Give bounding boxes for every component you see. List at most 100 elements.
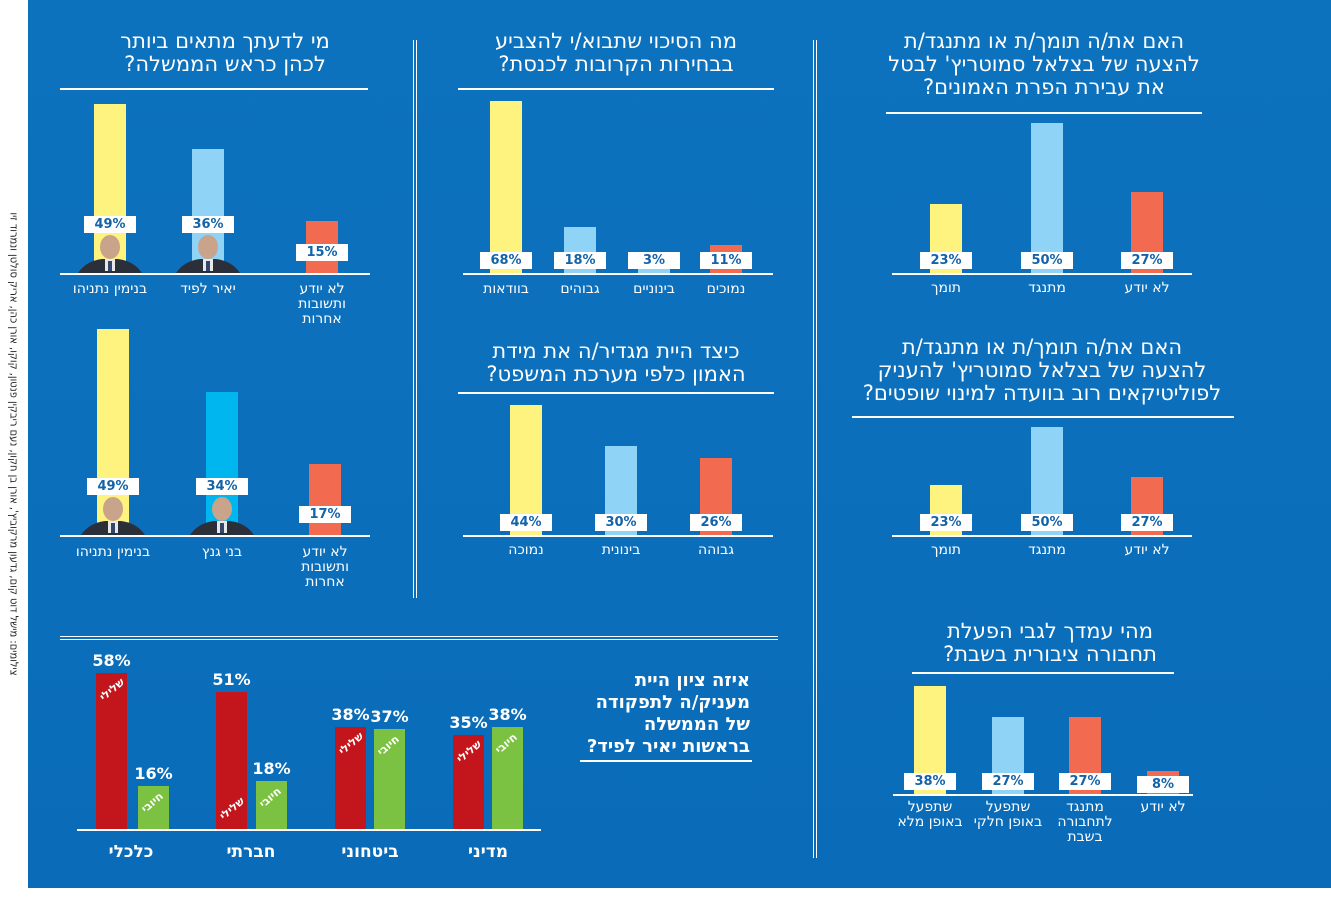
bar [490,101,522,273]
photo-credit-text: צילומים: מישל דוט קום, גדעון מרקוביץ', א… [7,212,21,676]
axis-baseline [60,273,370,275]
column-divider [813,40,817,858]
value-label: 16% [134,763,173,783]
chart-title: מי לדעתך מתאים ביותר לכהן כראש הממשלה? [120,29,330,76]
category-label: נמוכים [706,281,746,297]
category-label: שתפעל באופן חלקי [973,799,1043,830]
category-label: מתנגד לתחבורה בשבת [1057,799,1113,845]
category-label: בינונית [601,542,641,558]
value-label: 23% [920,514,972,531]
bar-negative [335,726,366,829]
axis-baseline [892,273,1192,275]
value-label: 49% [84,216,136,233]
title-underline [912,672,1174,674]
bar [638,265,670,273]
category-label: לא יודע ותשובות אחרות [301,544,349,590]
column-divider [413,40,417,598]
value-label: 38% [904,773,956,790]
value-label: 58% [92,651,131,670]
value-label: 36% [182,216,234,233]
title-underline [886,112,1202,114]
value-label: 44% [500,514,552,531]
category-label: חברתי [226,842,276,862]
bar [309,463,341,535]
title-underline [60,88,368,90]
category-label: מתנגד [1028,542,1066,558]
chart-title: מהי עמדך לגבי הפעלת תחבורה ציבורית בשבת? [943,619,1157,666]
value-label: 34% [196,478,248,495]
value-label: 50% [1021,252,1073,269]
value-label: 35% [449,712,488,732]
bar-positive [256,780,287,829]
bar-positive [492,726,523,829]
value-label: 18% [252,758,291,778]
portrait-photo [188,495,256,535]
value-label: 27% [1059,773,1111,790]
bar-positive [374,729,405,829]
bar-negative [453,734,484,829]
category-label: בנימין נתניהו [72,281,148,297]
portrait-photo [76,233,144,273]
axis-baseline [893,794,1193,796]
bar [1031,123,1063,273]
value-label: 50% [1021,514,1073,531]
title-underline [580,760,752,762]
value-label: 17% [299,506,351,523]
bar-negative [216,691,247,829]
category-label: לא יודע [1140,799,1186,815]
value-label: 23% [920,252,972,269]
category-label: מתנגד [1028,280,1066,296]
category-label: גבוהים [560,281,600,297]
category-label: לא יודע [1124,542,1170,558]
axis-baseline [463,273,773,275]
chart-title: כיצד היית מגדיר/ה את מידת האמון כלפי מער… [486,339,746,386]
category-label: תומך [930,280,962,296]
category-label: יאיר לפיד [180,281,236,297]
bar-negative [96,673,127,829]
chart-title: מה הסיכוי שתבוא/י להצביע בבחירות הקרובות… [494,29,738,76]
portrait-photo [174,233,242,273]
value-label: 38% [488,704,527,724]
axis-baseline [892,535,1192,537]
category-label: כלכלי [108,842,154,862]
title-underline [458,88,774,90]
value-label: 27% [1121,252,1173,269]
axis-baseline [463,535,773,537]
category-label: שתפעל באופן מלא [897,799,963,830]
value-label: 3% [628,252,680,269]
bar-positive [138,785,169,829]
category-label: מדיני [467,842,508,862]
category-label: בני גנץ [201,544,243,560]
category-label: נמוכה [508,542,544,558]
axis-baseline [60,535,370,537]
portrait-photo [79,495,147,535]
value-label: 27% [982,773,1034,790]
category-label: גבוהה [698,542,734,558]
category-label: לא יודע [1124,280,1170,296]
chart-title: האם את/ה תומך/ת או מתנגד/ת להצעה של בצלא… [862,335,1222,405]
title-underline [852,416,1234,418]
category-label: בינוניים [633,281,675,297]
axis-baseline [77,829,541,831]
chart-title: האם את/ה תומך/ת או מתנגד/ת להצעה של בצלא… [888,29,1200,99]
value-label: 18% [554,252,606,269]
value-label: 30% [595,514,647,531]
section-divider [60,636,778,640]
category-label: בוודאות [483,281,529,297]
category-label: לא יודע ותשובות אחרות [298,281,346,327]
value-label: 27% [1121,514,1173,531]
value-label: 38% [331,704,370,724]
value-label: 49% [87,478,139,495]
photo-credit: צילומים: מישל דוט קום, גדעון מרקוביץ', א… [0,0,28,888]
value-label: 15% [296,244,348,261]
title-underline [458,392,774,394]
value-label: 26% [690,514,742,531]
value-label: 37% [370,707,409,727]
category-label: תומך [930,542,962,558]
category-label: ביטחוני [341,842,399,862]
bar [510,405,542,535]
value-label: 11% [700,252,752,269]
chart-title: איזה ציון היית מעניק/ה לתפקודה של הממשלה… [586,670,750,757]
value-label: 51% [212,669,251,689]
value-label: 8% [1137,776,1189,793]
